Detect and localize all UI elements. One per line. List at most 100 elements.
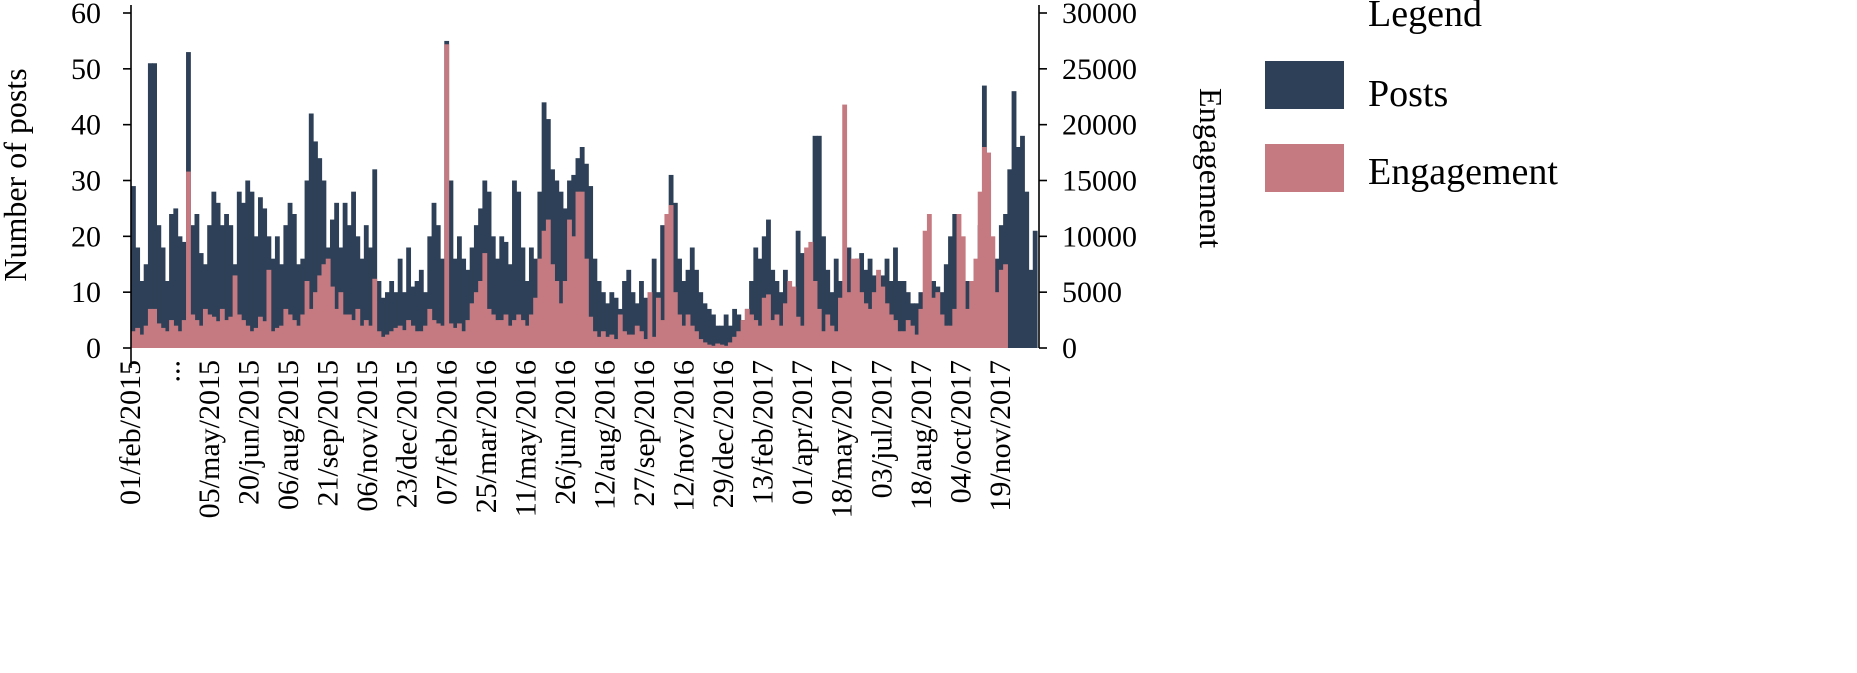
x-tick-label: 03/jul/2017 (865, 360, 898, 498)
engagement-bar (744, 308, 750, 348)
engagement-bar (490, 314, 496, 348)
engagement-bar (880, 286, 886, 348)
engagement-bar (372, 278, 378, 348)
posts-bar (143, 264, 149, 348)
posts-bar (613, 297, 619, 348)
posts-bar (368, 247, 373, 348)
left-y-ticks: 0 10 20 30 40 50 60 (71, 0, 131, 365)
engagement-bar (346, 314, 352, 348)
engagement-bar (410, 325, 416, 348)
left-tick-label: 0 (86, 332, 101, 365)
posts-bar (236, 191, 242, 348)
engagement-bar (380, 336, 386, 348)
left-tick-label: 40 (71, 109, 101, 142)
engagement-bar (406, 320, 412, 348)
engagement-bar (897, 331, 903, 348)
posts-bar (766, 219, 771, 348)
engagement-bar (816, 308, 822, 348)
posts-bar (893, 247, 898, 348)
posts-bar (528, 247, 534, 348)
engagement-bar (960, 236, 966, 348)
engagement-bar (706, 344, 712, 348)
engagement-bar (795, 316, 801, 348)
posts-bar (478, 208, 483, 348)
posts-bar (363, 225, 369, 348)
engagement-bar (558, 303, 564, 348)
engagement-bar (871, 292, 877, 348)
legend-swatch-posts (1265, 61, 1344, 109)
engagement-bar (550, 264, 555, 348)
engagement-bar (888, 314, 894, 348)
engagement-bar (143, 325, 149, 348)
legend-label-engagement: Engagement (1368, 151, 1558, 193)
posts-bar (308, 113, 314, 348)
engagement-bar (469, 303, 475, 348)
engagement-bar (774, 314, 780, 348)
posts-bar (672, 202, 678, 348)
posts-bar (380, 297, 386, 348)
right-tick-label: 15000 (1062, 165, 1137, 198)
engagement-bar (503, 314, 509, 348)
right-tick-label: 0 (1062, 332, 1077, 365)
engagement-bar (355, 308, 361, 348)
posts-bar (727, 325, 733, 348)
engagement-bar (253, 327, 259, 348)
posts-bar (177, 236, 183, 348)
right-tick-label: 25000 (1062, 53, 1137, 86)
engagement-bar (643, 339, 649, 348)
engagement-bar (224, 320, 229, 348)
engagement-bar (571, 236, 577, 348)
engagement-bar (304, 281, 310, 348)
posts-bar (249, 191, 255, 348)
engagement-bar (749, 314, 754, 348)
engagement-bar (351, 320, 356, 348)
x-tick-label: 27/sep/2016 (628, 360, 661, 507)
posts-bar (173, 208, 179, 348)
engagement-bar (859, 292, 865, 348)
engagement-bar (821, 331, 826, 348)
right-tick-label: 20000 (1062, 109, 1137, 142)
engagement-bar (787, 281, 793, 348)
posts-bar (689, 247, 695, 348)
x-tick-label: 21/sep/2015 (312, 360, 345, 507)
engagement-bar (893, 320, 898, 348)
posts-bar (211, 191, 217, 348)
posts-bar (410, 286, 416, 348)
engagement-bar (528, 314, 534, 348)
engagement-bar (956, 214, 962, 348)
engagement-bar (414, 331, 420, 348)
engagement-bar (317, 275, 323, 348)
engagement-bar (655, 297, 661, 348)
engagement-bar (965, 308, 970, 348)
engagement-bar (283, 308, 289, 348)
engagement-bar (211, 316, 217, 348)
posts-bar (228, 225, 234, 348)
engagement-bar (715, 343, 721, 348)
posts-bar (914, 303, 920, 348)
posts-bar (1020, 135, 1025, 348)
posts-bar (643, 297, 649, 348)
posts-bar (287, 202, 293, 348)
engagement-bar (677, 314, 682, 348)
posts-bar (152, 63, 157, 348)
posts-bar (190, 225, 196, 348)
engagement-bar (660, 320, 666, 348)
engagement-bar (287, 314, 293, 348)
engagement-bar (668, 205, 674, 348)
posts-bar (131, 186, 136, 348)
posts-bar (503, 241, 509, 348)
engagement-bar (1003, 264, 1008, 348)
x-tick-label: 04/oct/2017 (944, 360, 977, 503)
engagement-bar (376, 331, 382, 348)
engagement-bar (389, 331, 395, 348)
engagement-bar (647, 292, 653, 348)
x-tick-label: 07/feb/2016 (430, 360, 463, 505)
posts-bar (520, 247, 526, 348)
posts-bar (262, 208, 268, 348)
engagement-bar (918, 308, 924, 348)
engagement-bar (732, 336, 738, 348)
posts-bar (706, 308, 712, 348)
posts-bar (245, 180, 251, 348)
engagement-bar (516, 314, 522, 348)
posts-bar (342, 202, 348, 348)
